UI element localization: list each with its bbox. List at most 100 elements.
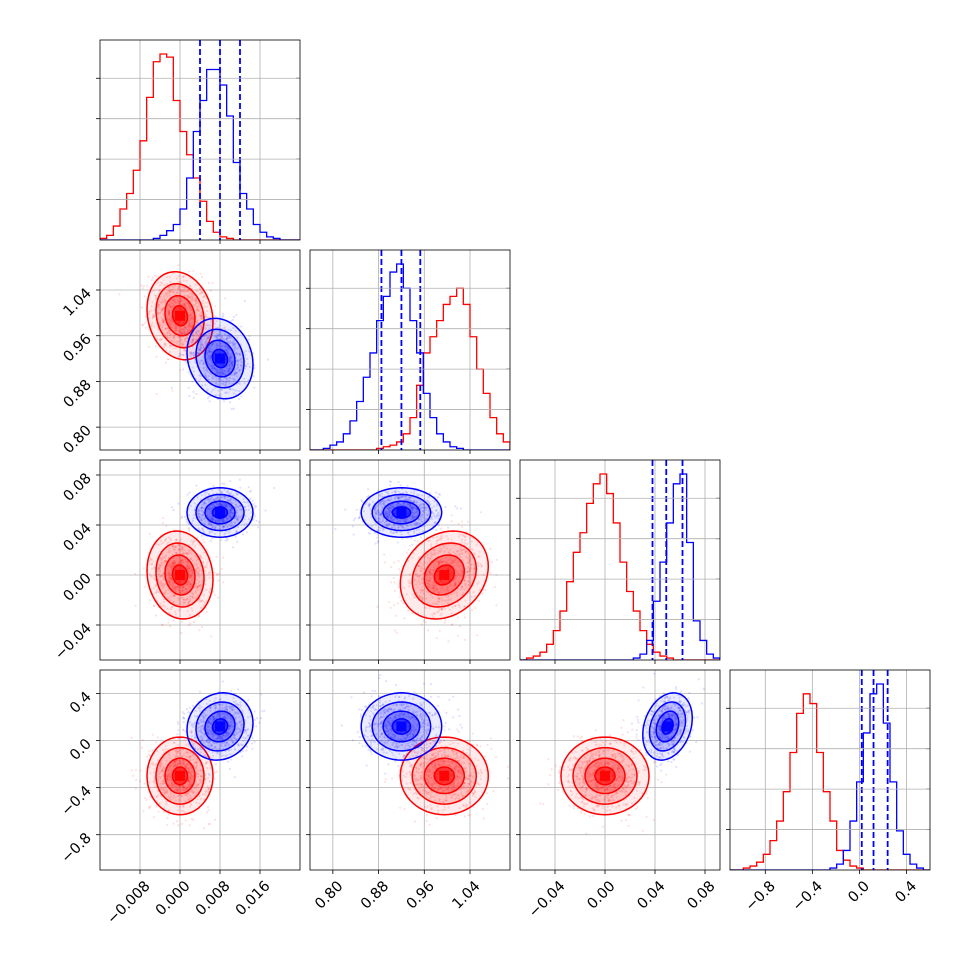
red-point <box>450 558 453 561</box>
red-point <box>158 289 161 292</box>
red-point <box>193 562 196 565</box>
blue-point <box>197 509 200 513</box>
blue-point <box>229 357 232 360</box>
red-point <box>412 552 415 555</box>
red-point <box>393 561 396 564</box>
blue-point <box>224 503 227 506</box>
red-point <box>178 292 181 295</box>
red-point <box>147 313 150 316</box>
red-point <box>457 580 460 583</box>
red-point <box>158 543 161 546</box>
red-point <box>440 547 443 550</box>
blue-point <box>212 498 215 501</box>
blue-point <box>208 524 211 527</box>
red-point <box>452 561 455 564</box>
red-point <box>432 590 435 593</box>
red-point <box>204 565 207 568</box>
red-point <box>392 576 395 580</box>
red-point <box>186 552 189 556</box>
blue-point <box>231 507 234 510</box>
red-point <box>170 339 173 342</box>
red-point <box>173 562 177 565</box>
blue-point <box>220 371 223 374</box>
blue-point <box>228 529 231 533</box>
blue-point <box>228 523 231 526</box>
blue-point <box>217 497 220 500</box>
red-point <box>134 787 137 790</box>
red-point <box>217 596 220 599</box>
blue-point <box>207 349 210 353</box>
red-point <box>160 564 163 567</box>
red-point <box>196 571 199 575</box>
blue-point <box>228 358 231 361</box>
red-point <box>172 303 175 306</box>
red-point <box>162 318 165 321</box>
blue-point <box>207 498 210 502</box>
red-point <box>177 344 180 347</box>
red-point <box>187 571 190 574</box>
red-point <box>200 289 203 293</box>
red-point <box>200 625 203 629</box>
red-point <box>179 369 182 372</box>
red-point <box>408 585 411 588</box>
blue-point <box>204 326 207 330</box>
blue-point <box>360 498 363 502</box>
blue-point <box>196 536 199 539</box>
blue-point <box>238 353 241 356</box>
red-point <box>172 286 175 289</box>
red-point <box>207 809 210 812</box>
red-point <box>205 561 208 564</box>
blue-point <box>232 546 235 549</box>
red-point <box>201 314 204 317</box>
red-point <box>193 354 196 357</box>
red-point <box>168 550 171 553</box>
blue-point <box>209 540 212 543</box>
red-point <box>166 292 169 295</box>
blue-point <box>221 368 224 371</box>
red-point <box>152 560 155 563</box>
blue-point <box>211 343 214 346</box>
red-point <box>186 563 189 567</box>
red-point <box>185 279 188 283</box>
red-point <box>160 338 163 341</box>
red-point <box>172 586 175 589</box>
blue-point <box>220 333 223 336</box>
blue-point <box>369 532 372 535</box>
blue-point <box>209 504 212 507</box>
blue-point <box>207 492 210 496</box>
blue-point <box>173 530 176 533</box>
red-point <box>193 586 196 589</box>
red-point <box>143 295 146 298</box>
red-point <box>191 571 194 574</box>
blue-point <box>227 355 230 358</box>
red-point <box>161 562 164 565</box>
red-point <box>198 304 201 307</box>
red-point <box>148 310 151 313</box>
red-point <box>181 552 184 556</box>
red-point <box>411 593 414 596</box>
red-point <box>197 615 200 618</box>
red-point <box>171 322 174 325</box>
red-point <box>171 584 174 588</box>
red-point <box>171 562 175 565</box>
red-point <box>431 616 435 619</box>
blue-point <box>208 358 211 361</box>
blue-point <box>204 372 207 375</box>
blue-point <box>236 347 239 350</box>
blue-point <box>236 518 239 521</box>
blue-point <box>220 504 224 507</box>
histogram-group <box>520 460 720 660</box>
red-point <box>187 602 190 606</box>
red-point <box>201 344 204 347</box>
red-point <box>189 622 192 625</box>
blue-point <box>237 366 240 369</box>
red-point <box>155 591 158 594</box>
blue-point <box>267 358 270 361</box>
red-point <box>190 607 193 610</box>
blue-point <box>204 520 207 523</box>
red-point <box>207 337 210 340</box>
red-point <box>200 317 203 320</box>
red-point <box>157 303 161 306</box>
blue-point <box>230 362 233 365</box>
red-point <box>172 335 175 338</box>
